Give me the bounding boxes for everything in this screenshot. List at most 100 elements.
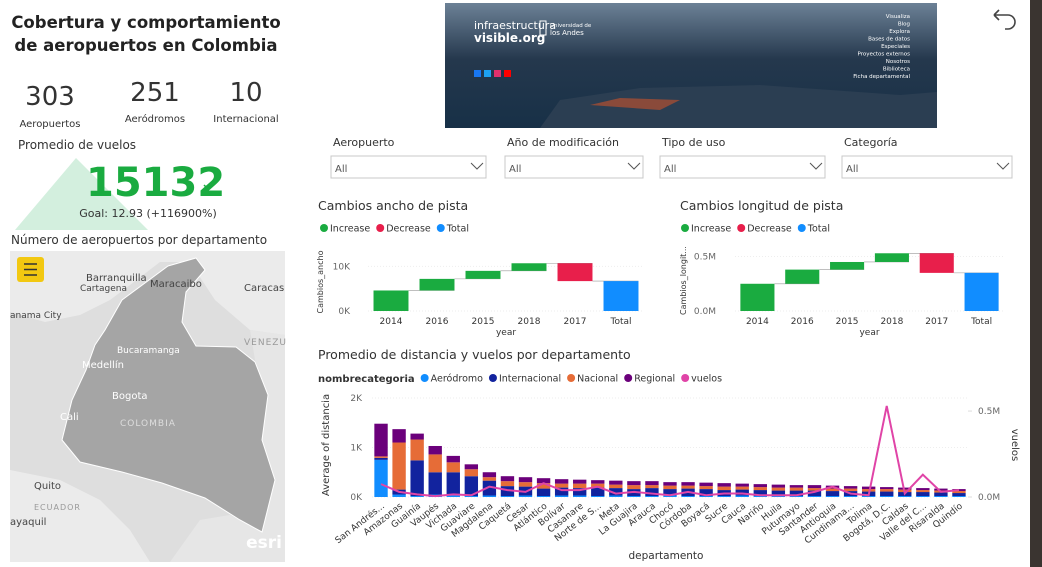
bar-segment <box>916 492 930 497</box>
bar-segment <box>410 439 424 461</box>
filter-dropdown[interactable] <box>659 155 826 179</box>
filter-dropdown[interactable] <box>841 155 1013 179</box>
kpi-label: Aeródromos <box>125 113 185 125</box>
bar-segment <box>952 496 966 497</box>
y2-axis-label: vuelos <box>1009 429 1020 462</box>
x-tick-label: 2017 <box>925 317 948 327</box>
bar-segment <box>753 490 767 497</box>
banner-social <box>474 70 511 77</box>
bar-segment <box>880 496 894 497</box>
legend-marker <box>376 224 385 232</box>
bar-segment <box>482 495 497 497</box>
bar-segment <box>500 476 515 482</box>
banner-menu-item[interactable]: Ficha departamental <box>853 74 910 80</box>
banner-menu-item[interactable]: Explora <box>889 29 910 35</box>
banner-menu-item[interactable]: Visualiza <box>886 14 910 20</box>
bar-segment <box>916 488 930 491</box>
banner-menu-item[interactable]: Blog <box>898 22 910 28</box>
bar-segment <box>735 489 749 496</box>
social-icon[interactable] <box>494 70 501 77</box>
bar <box>373 290 409 311</box>
bar-segment <box>518 477 533 483</box>
bar-segment <box>771 490 786 497</box>
bar-segment <box>392 429 406 443</box>
social-icon[interactable] <box>504 70 511 77</box>
bar-segment <box>500 481 515 487</box>
bar-segment <box>753 496 767 497</box>
filter-value: All <box>335 164 347 175</box>
map-label: Cartagena <box>80 284 127 294</box>
y-axis-label: Cambios_ancho <box>316 250 325 313</box>
bar-segment <box>428 454 442 473</box>
banner-menu-item[interactable]: Proyectos externos <box>858 52 911 58</box>
bar-segment <box>392 442 406 490</box>
legend-marker <box>797 224 806 232</box>
filter-dropdown[interactable] <box>504 155 644 179</box>
legend-label: Decrease <box>747 224 792 235</box>
window-edge <box>1030 0 1042 567</box>
bar-segment <box>843 496 858 497</box>
bar-segment <box>428 472 442 495</box>
menu-icon <box>24 263 37 276</box>
bar-segment <box>789 487 804 491</box>
bar-segment <box>536 483 551 489</box>
map-label: ECUADOR <box>34 503 81 512</box>
bar-segment <box>934 488 948 491</box>
x-tick-label: 2015 <box>472 317 495 327</box>
bar-segment <box>554 487 569 496</box>
bar-segment <box>681 485 695 489</box>
bar-segment <box>554 479 569 484</box>
legend-label: Total <box>446 224 469 235</box>
bar-segment <box>627 496 641 497</box>
legend-marker <box>737 224 746 232</box>
bar <box>419 278 455 291</box>
filter-dropdown[interactable] <box>330 155 487 179</box>
gauge-title: Promedio de vuelos <box>18 138 136 152</box>
bar-segment <box>807 496 822 497</box>
legend-marker <box>488 374 497 382</box>
social-icon[interactable] <box>484 70 491 77</box>
bar-segment <box>952 489 966 492</box>
banner-menu-item[interactable]: Especiales <box>881 44 910 50</box>
bar-segment <box>699 486 713 490</box>
bar-segment <box>410 433 424 440</box>
bar-segment <box>518 495 533 497</box>
map-land <box>10 251 285 335</box>
filter-label: Aeropuerto <box>333 136 395 149</box>
back-button[interactable] <box>993 9 1016 30</box>
bar-segment <box>500 496 515 497</box>
bar-segment <box>934 496 948 497</box>
bar-segment <box>645 481 659 486</box>
banner-brand: visible.org <box>474 31 545 45</box>
bar-segment <box>428 445 442 455</box>
dropdown-chevron <box>996 162 1010 170</box>
map-label: COLOMBIA <box>120 419 176 429</box>
map-land <box>170 330 285 562</box>
dropdown-chevron <box>470 162 484 170</box>
map-land <box>10 470 150 562</box>
y-tick-label: 0.0M <box>694 307 716 317</box>
legend-label: Nacional <box>577 374 618 385</box>
banner-menu-item[interactable]: Bases de datos <box>868 37 910 43</box>
gauge-goal: Goal: 12.93 (+116900%) <box>79 207 216 220</box>
map-label: Quito <box>34 481 61 492</box>
bar-segment <box>482 472 497 478</box>
bar-segment <box>880 489 894 492</box>
bar-segment <box>952 491 966 494</box>
legend-marker <box>624 374 633 382</box>
bar-segment <box>554 483 569 488</box>
bar-segment <box>573 495 587 497</box>
bar-segment <box>536 488 551 497</box>
social-icon[interactable] <box>474 70 481 77</box>
map-label: Caracas <box>244 283 284 294</box>
banner-menu-item[interactable]: Biblioteca <box>883 67 910 73</box>
bar-segment <box>717 496 731 497</box>
banner-menu-item[interactable]: Nosotros <box>886 59 910 65</box>
bar-segment <box>464 476 479 497</box>
chart-title: Promedio de distancia y vuelos por depar… <box>318 347 631 362</box>
kpi-value: 303 <box>25 82 75 112</box>
bar-segment <box>374 457 388 460</box>
bar <box>830 261 865 270</box>
